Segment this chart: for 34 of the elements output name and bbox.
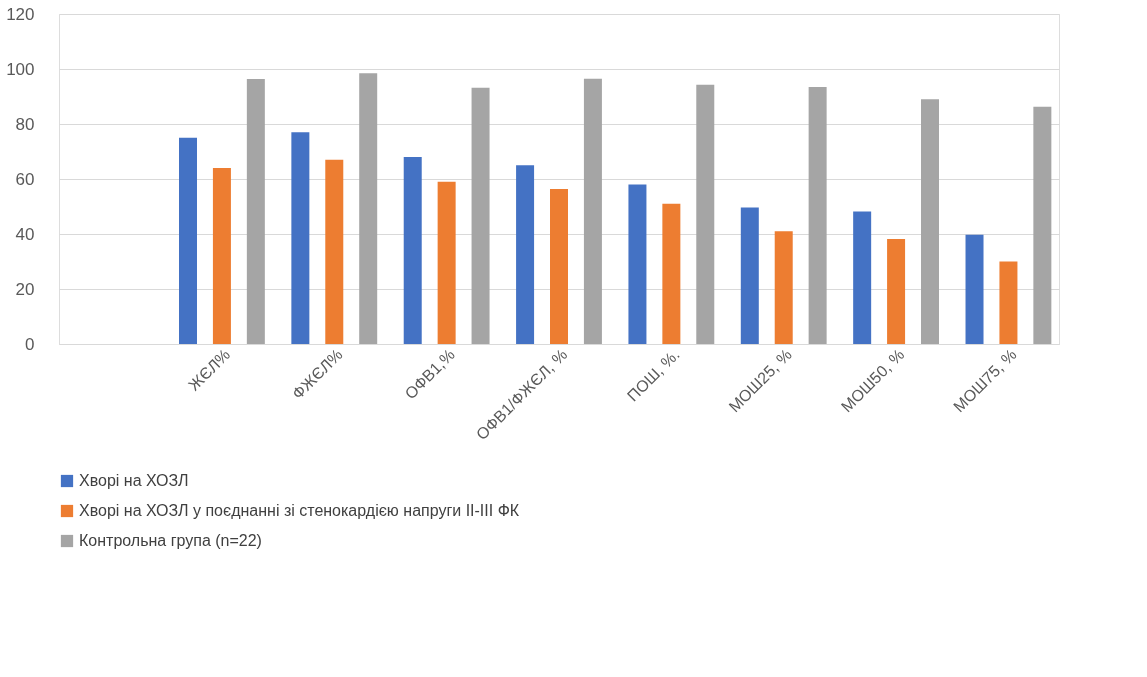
y-tick-label: 120 <box>6 4 35 24</box>
y-tick-label: 20 <box>15 279 35 299</box>
legend-label: Хворі на ХОЗЛ <box>79 472 189 489</box>
y-tick-label: 60 <box>15 169 35 189</box>
bar <box>774 231 793 344</box>
bar <box>516 165 535 344</box>
y-tick-label: 80 <box>15 114 35 134</box>
y-tick-label: 40 <box>15 224 35 244</box>
legend-label: Контрольна група (n=22) <box>79 532 262 549</box>
bar <box>437 181 456 344</box>
bar <box>291 132 310 344</box>
bar <box>999 261 1018 344</box>
bar <box>887 238 906 344</box>
bar <box>471 87 490 344</box>
bar <box>179 137 197 344</box>
bar <box>853 211 872 344</box>
bar <box>583 78 602 344</box>
bar <box>696 84 715 344</box>
bar <box>662 203 681 344</box>
bar <box>403 157 422 344</box>
bar <box>212 168 231 344</box>
bar <box>740 207 759 344</box>
bar <box>550 188 568 344</box>
y-tick-label: 100 <box>6 59 35 79</box>
legend-label: Хворі на ХОЗЛ у поєднанні зі стенокардією напруги ІІ-ІІІ ФК <box>79 502 520 519</box>
bar <box>325 159 344 344</box>
bar <box>246 78 265 344</box>
bar <box>921 99 939 344</box>
y-tick-label: 0 <box>25 334 35 354</box>
bar <box>808 86 827 344</box>
bar <box>965 234 984 344</box>
bar <box>1033 106 1052 344</box>
bar <box>359 73 378 344</box>
bar <box>628 184 647 344</box>
